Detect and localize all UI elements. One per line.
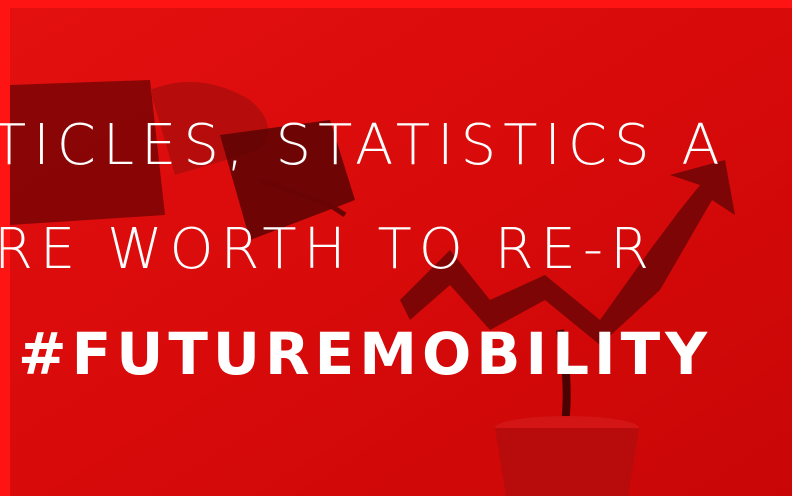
banner: TICLES, STATISTICS A RE WORTH TO RE-R #F… — [0, 0, 792, 496]
pot — [495, 428, 639, 496]
text-line: TICLES, STATISTICS A — [0, 113, 727, 178]
page: {"banner": {"lines": ["TICLES, STATISTIC… — [0, 0, 792, 496]
text-line: RE WORTH TO RE-R — [0, 217, 656, 282]
hashtag: #FUTUREMOBILITY — [18, 320, 712, 388]
